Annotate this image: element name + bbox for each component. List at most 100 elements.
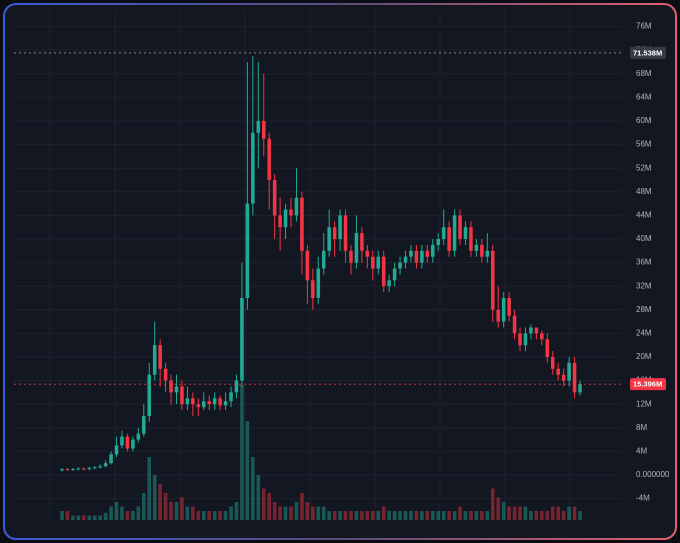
volume-bar [365, 511, 370, 520]
candle-body [316, 268, 321, 298]
y-tick-label: 44M [636, 211, 652, 220]
candle-body [234, 380, 239, 393]
candle-body [65, 469, 70, 471]
candle-body [431, 244, 435, 257]
volume-bar [289, 506, 293, 520]
candle-body [458, 215, 462, 239]
candle-body [425, 250, 430, 257]
candle-body [578, 384, 582, 393]
volume-bar [71, 515, 75, 520]
volume-bar [572, 506, 577, 520]
volume-bar [425, 511, 430, 520]
volume-bar [120, 506, 124, 520]
volume-bar [523, 506, 528, 520]
volume-bar [458, 506, 462, 520]
candle-body [251, 132, 255, 204]
candle-body [92, 467, 97, 469]
volume-bar [343, 511, 348, 520]
candle-body [289, 209, 293, 216]
volume-bar [300, 493, 304, 520]
candle-body [343, 215, 348, 251]
volume-bar [436, 511, 441, 520]
candle-body [191, 398, 195, 405]
candle-body [223, 401, 228, 406]
volume-bar [223, 511, 228, 520]
candle-body [98, 466, 102, 468]
candle-body [283, 209, 288, 228]
volume-bar [545, 511, 550, 520]
candle-body [201, 401, 206, 408]
volume-bar [496, 497, 500, 520]
candle-body [305, 250, 310, 281]
volume-bar [387, 511, 391, 520]
volume-bar [109, 506, 113, 520]
volume-bar [311, 506, 315, 520]
candle-body [338, 215, 342, 239]
candle-body [60, 469, 64, 471]
volume-bar [354, 511, 359, 520]
volume-bar [212, 511, 217, 520]
candle-body [365, 250, 370, 257]
volume-bar [469, 511, 473, 520]
candle-body [523, 333, 528, 346]
candle-body [529, 327, 533, 334]
volume-bar [103, 512, 108, 520]
volume-bar [131, 511, 135, 520]
candle-body [103, 463, 108, 467]
volume-bar [550, 506, 555, 520]
volume-bar [452, 511, 457, 520]
candle-body [212, 398, 217, 405]
candle-body [169, 380, 173, 393]
candle-body [403, 256, 408, 263]
volume-bar [534, 511, 539, 520]
volume-bar [316, 506, 321, 520]
candle-body [174, 386, 179, 393]
y-tick-label: 68M [636, 69, 652, 78]
candle-body [387, 280, 391, 287]
candle-body [180, 386, 184, 405]
volume-bar [360, 511, 364, 520]
volume-bar [501, 502, 506, 520]
volume-bar [490, 488, 495, 520]
candle-body [294, 197, 299, 216]
volume-bar [191, 506, 195, 520]
volume-bar [349, 511, 353, 520]
candle-body [550, 357, 555, 369]
volume-bar [414, 511, 419, 520]
volume-bar [201, 511, 206, 520]
y-tick-label: 20M [636, 352, 652, 361]
volume-bar [294, 502, 299, 520]
y-tick-label: 28M [636, 305, 652, 314]
candle-body [371, 256, 375, 269]
volume-bar [256, 475, 261, 520]
volume-bar [338, 511, 342, 520]
y-tick-label: 64M [636, 93, 652, 102]
volume-bar [327, 511, 331, 520]
candle-body [561, 374, 566, 381]
volume-bar [65, 511, 70, 520]
volume-bar [381, 506, 386, 520]
candle-body [109, 454, 113, 464]
y-tick-label: 12M [636, 399, 652, 408]
candle-body [114, 445, 119, 455]
volume-bar [60, 511, 64, 520]
volume-bar [240, 385, 244, 520]
candle-body [414, 250, 419, 263]
candle-body [245, 203, 250, 298]
volume-bar [376, 511, 381, 520]
y-tick-label: -4M [636, 494, 650, 503]
y-tick-label: 32M [636, 281, 652, 290]
candle-body [196, 404, 201, 408]
candle-body [311, 280, 315, 298]
candle-body [480, 244, 484, 257]
volume-bar [392, 511, 397, 520]
candle-body [469, 227, 473, 251]
volume-bar [169, 502, 173, 520]
y-tick-label: 8M [636, 423, 647, 432]
candle-body [125, 436, 130, 449]
candle-body [120, 436, 124, 446]
candle-body [392, 268, 397, 281]
candle-body [420, 250, 424, 263]
volume-bar [180, 497, 184, 520]
volume-bar [136, 506, 141, 520]
